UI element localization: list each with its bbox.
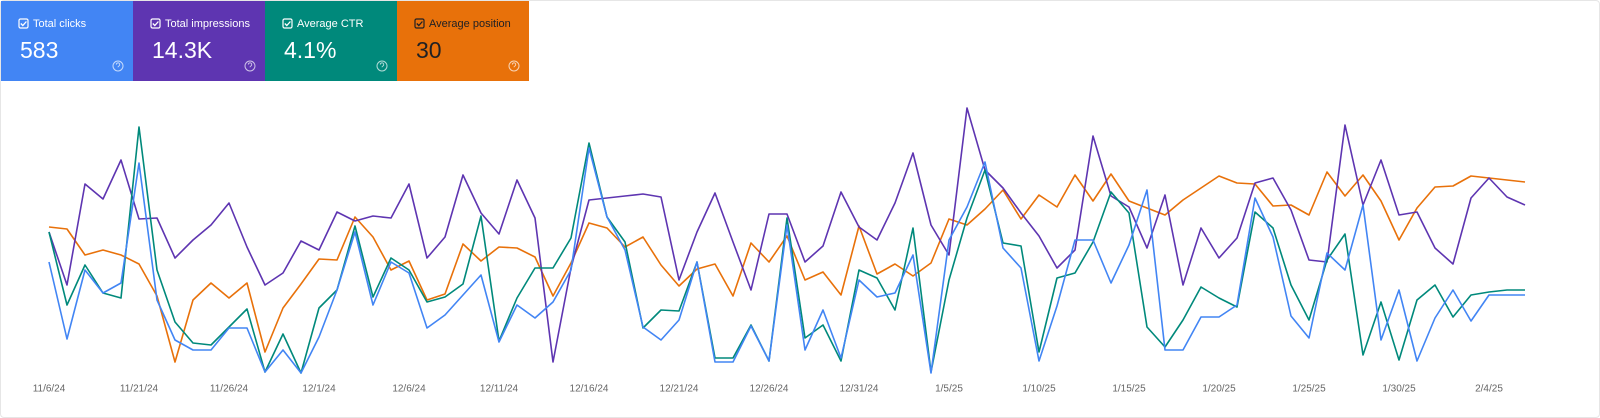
x-tick-label: 11/21/24 bbox=[120, 384, 159, 395]
metric-label: Total impressions bbox=[165, 18, 250, 30]
help-mark bbox=[115, 62, 121, 68]
help-icon bbox=[376, 60, 388, 72]
card-icons bbox=[414, 18, 520, 72]
help-icon bbox=[112, 60, 124, 72]
x-tick-label: 12/31/24 bbox=[840, 384, 879, 395]
series-line bbox=[48, 107, 1526, 363]
metric-value: 4.1% bbox=[284, 37, 337, 63]
checkbox bbox=[150, 18, 161, 29]
series-line bbox=[48, 147, 1525, 374]
x-tick-label: 11/26/24 bbox=[210, 384, 249, 395]
x-tick-label: 1/20/25 bbox=[1202, 384, 1236, 395]
x-tick-label: 2/4/25 bbox=[1475, 384, 1503, 395]
x-tick-label: 12/21/24 bbox=[660, 384, 699, 395]
metric-label: Total clicks bbox=[33, 18, 87, 30]
metric-card[interactable]: Average CTR 4.1% bbox=[265, 1, 397, 81]
checkmark bbox=[416, 21, 423, 27]
metric-value: 30 bbox=[416, 37, 442, 63]
x-tick-label: 1/5/25 bbox=[935, 384, 963, 395]
checkbox bbox=[282, 18, 293, 29]
checkmark bbox=[152, 21, 159, 27]
series-line bbox=[48, 171, 1526, 363]
card-icons bbox=[150, 18, 256, 72]
x-tick-label: 1/30/25 bbox=[1382, 384, 1416, 395]
checkbox bbox=[414, 18, 425, 29]
x-tick-label: 11/6/24 bbox=[33, 384, 66, 395]
help-icon bbox=[508, 60, 520, 72]
metric-label: Average CTR bbox=[297, 18, 364, 30]
checkbox bbox=[18, 18, 29, 29]
card-icons bbox=[282, 18, 388, 72]
x-tick-label: 12/1/24 bbox=[302, 384, 336, 395]
x-tick-label: 1/25/25 bbox=[1292, 384, 1326, 395]
series-line bbox=[48, 126, 1525, 374]
metric-label: Average position bbox=[429, 18, 511, 30]
card-icons bbox=[18, 18, 124, 72]
checkmark bbox=[284, 21, 291, 27]
x-tick-label: 12/11/24 bbox=[480, 384, 519, 395]
metric-cards: Total clicks 583 Total impressions 14.3K Ave… bbox=[1, 1, 529, 81]
x-tick-label: 1/15/25 bbox=[1112, 384, 1146, 395]
metric-value: 583 bbox=[20, 37, 59, 63]
metric-card[interactable]: Average position 30 bbox=[397, 1, 529, 81]
help-mark bbox=[379, 62, 385, 68]
x-tick-label: 12/6/24 bbox=[392, 384, 426, 395]
x-tick-label: 12/16/24 bbox=[570, 384, 609, 395]
help-mark bbox=[247, 62, 253, 68]
x-tick-label: 1/10/25 bbox=[1022, 384, 1056, 395]
metric-card[interactable]: Total clicks 583 bbox=[1, 1, 133, 81]
metric-card[interactable]: Total impressions 14.3K bbox=[133, 1, 265, 81]
metric-value: 14.3K bbox=[152, 37, 213, 63]
x-tick-label: 12/26/24 bbox=[750, 384, 789, 395]
help-mark bbox=[511, 62, 517, 68]
help-icon bbox=[244, 60, 256, 72]
checkmark bbox=[20, 21, 27, 27]
